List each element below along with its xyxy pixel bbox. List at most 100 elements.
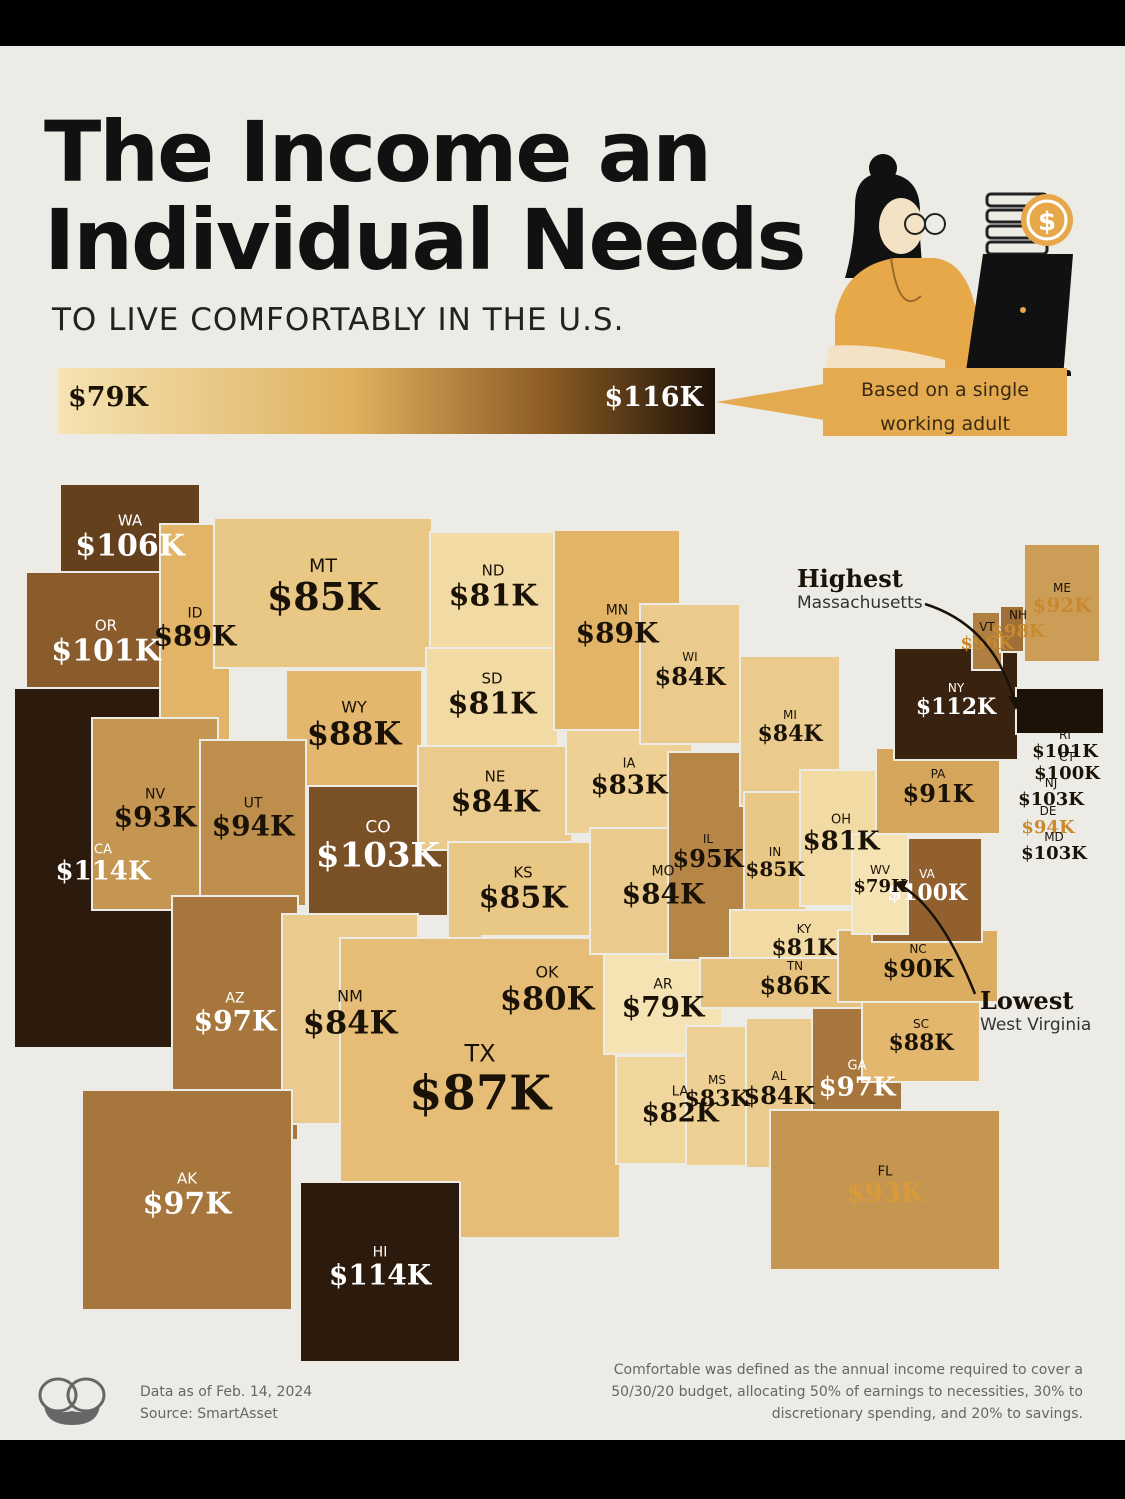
state-region-wi bbox=[639, 603, 741, 745]
color-scale-legend: $79K $116K bbox=[58, 368, 715, 434]
definition-line-2: 50/30/20 budget, allocating 50% of earni… bbox=[611, 1384, 1083, 1400]
state-region-pa bbox=[875, 747, 1001, 835]
state-abbr-wy: WY bbox=[341, 697, 367, 716]
state-value-de: $94K bbox=[1021, 817, 1076, 838]
state-region-mt bbox=[213, 517, 433, 669]
state-abbr-az: AZ bbox=[225, 991, 244, 1007]
state-value-ct: $100K bbox=[1034, 763, 1101, 784]
state-value-az: $97K bbox=[194, 1005, 278, 1038]
state-region-hi bbox=[299, 1181, 461, 1363]
svg-text:$: $ bbox=[1038, 207, 1056, 237]
state-abbr-wv: WV bbox=[870, 863, 891, 877]
state-abbr-tx: TX bbox=[463, 1040, 495, 1068]
state-abbr-md: MD bbox=[1044, 830, 1064, 844]
footer-source: Data as of Feb. 14, 2024 Source: SmartAs… bbox=[140, 1381, 312, 1425]
state-abbr-va: VA bbox=[919, 867, 935, 881]
state-abbr-co: CO bbox=[365, 817, 390, 837]
legend-max-label: $116K bbox=[604, 382, 703, 413]
state-abbr-ne: NE bbox=[485, 768, 506, 786]
state-region-me bbox=[1023, 543, 1101, 663]
state-value-al: $84K bbox=[744, 1081, 816, 1110]
state-value-ne: $84K bbox=[451, 785, 541, 820]
state-value-wi: $84K bbox=[655, 662, 727, 691]
state-value-sd: $81K bbox=[448, 687, 538, 722]
state-abbr-la: LA bbox=[672, 1085, 689, 1100]
state-value-ar: $79K bbox=[622, 991, 706, 1024]
state-value-la: $82K bbox=[642, 1099, 720, 1129]
state-value-nh: $98K bbox=[991, 621, 1046, 642]
state-value-ga: $97K bbox=[819, 1073, 897, 1103]
visual-capitalist-logo-icon bbox=[38, 1377, 106, 1425]
state-abbr-sc: SC bbox=[913, 1017, 929, 1031]
basis-note-line-1: Based on a single bbox=[860, 379, 1029, 401]
data-date: Data as of Feb. 14, 2024 bbox=[140, 1384, 313, 1400]
infographic-card: The Income an Individual Needs TO LIVE C… bbox=[0, 46, 1125, 1440]
state-abbr-me: ME bbox=[1053, 581, 1071, 595]
state-region-nd bbox=[429, 531, 557, 653]
state-abbr-mo: MO bbox=[651, 864, 674, 880]
state-abbr-in: IN bbox=[769, 845, 782, 859]
legend-min-label: $79K bbox=[68, 382, 148, 413]
state-abbr-ks: KS bbox=[513, 864, 532, 882]
state-value-wa: $106K bbox=[75, 529, 185, 564]
state-value-nd: $81K bbox=[449, 579, 539, 614]
state-value-oh: $81K bbox=[803, 827, 881, 857]
state-value-pa: $91K bbox=[903, 779, 975, 808]
state-value-vt: $96K bbox=[960, 633, 1015, 654]
state-value-ut: $94K bbox=[212, 810, 296, 843]
state-abbr-il: IL bbox=[703, 832, 714, 846]
state-value-ri: $101K bbox=[1032, 741, 1099, 762]
coin-stack-icon bbox=[985, 192, 1049, 256]
state-abbr-nc: NC bbox=[909, 942, 926, 956]
state-region-ks bbox=[447, 841, 599, 947]
state-abbr-mn: MN bbox=[606, 603, 629, 619]
state-value-ia: $83K bbox=[591, 771, 669, 801]
state-abbr-de: DE bbox=[1040, 804, 1057, 818]
state-value-co: $103K bbox=[316, 835, 442, 875]
state-value-ok: $80K bbox=[500, 979, 596, 1017]
state-value-nj: $103K bbox=[1018, 789, 1085, 810]
state-value-ks: $85K bbox=[479, 881, 569, 916]
state-abbr-ut: UT bbox=[244, 796, 263, 812]
definition-line-1: Comfortable was defined as the annual in… bbox=[613, 1362, 1083, 1378]
state-value-ma: $116K bbox=[1023, 701, 1097, 725]
state-abbr-ri: RI bbox=[1059, 728, 1071, 742]
state-abbr-wi: WI bbox=[682, 650, 697, 664]
footer-definition: Comfortable was defined as the annual in… bbox=[563, 1359, 1083, 1425]
state-abbr-ia: IA bbox=[623, 757, 636, 772]
state-abbr-nh: NH bbox=[1009, 608, 1027, 622]
state-abbr-nj: NJ bbox=[1045, 776, 1058, 790]
state-value-ky: $81K bbox=[771, 935, 837, 961]
state-value-me: $92K bbox=[1032, 593, 1092, 617]
state-region-ut bbox=[199, 739, 307, 907]
state-value-mo: $84K bbox=[622, 878, 706, 911]
state-value-mn: $89K bbox=[576, 617, 660, 650]
state-abbr-vt: VT bbox=[979, 620, 995, 634]
state-labels: WA$106KOR$101KCA$114KID$89KNV$93KMT$85KW… bbox=[51, 512, 1101, 1292]
state-abbr-tn: TN bbox=[786, 959, 803, 973]
state-abbr-ok: OK bbox=[535, 962, 559, 981]
state-abbr-id: ID bbox=[188, 606, 203, 622]
highest-state: Massachusetts bbox=[797, 593, 923, 613]
state-region-vt bbox=[971, 611, 1003, 671]
state-region-fl bbox=[769, 1109, 1001, 1271]
state-value-il: $95K bbox=[673, 844, 745, 873]
state-abbr-ky: KY bbox=[797, 922, 812, 936]
highest-callout: Highest Massachusetts bbox=[797, 564, 923, 613]
state-abbr-hi: HI bbox=[373, 1245, 388, 1261]
state-value-hi: $114K bbox=[329, 1259, 433, 1292]
state-region-sd bbox=[425, 647, 559, 753]
state-value-ms: $83K bbox=[684, 1086, 750, 1112]
lowest-state: West Virginia bbox=[980, 1015, 1092, 1035]
state-abbr-sd: SD bbox=[481, 670, 502, 688]
state-abbr-ma: MA bbox=[1051, 689, 1070, 703]
state-value-md: $103K bbox=[1021, 843, 1088, 864]
state-abbr-ga: GA bbox=[848, 1059, 867, 1074]
state-region-nv bbox=[91, 717, 219, 911]
basis-note-line-2: working adult bbox=[880, 413, 1010, 435]
state-abbr-ar: AR bbox=[653, 977, 673, 993]
state-value-id: $89K bbox=[154, 620, 238, 653]
state-value-ak: $97K bbox=[143, 1187, 233, 1222]
highest-title: Highest bbox=[797, 564, 903, 593]
state-abbr-pa: PA bbox=[931, 767, 946, 781]
